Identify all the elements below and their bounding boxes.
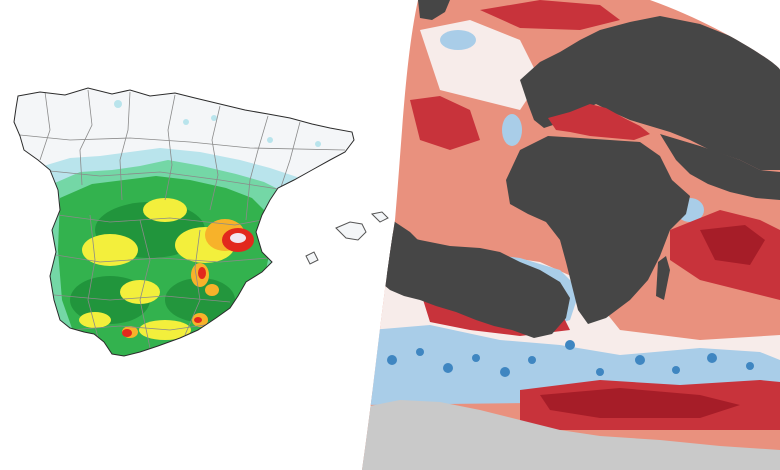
balearic-island (335, 221, 367, 241)
yellow-rain-patch (120, 280, 160, 304)
arabia-land (660, 134, 780, 200)
yellow-rain-patch (143, 198, 187, 222)
drizzle-dot (211, 115, 217, 121)
madagascar-land (656, 256, 670, 300)
ocean-cool (502, 114, 522, 146)
yellow-rain-patch (82, 234, 138, 266)
europe-land (520, 16, 780, 170)
iberia-precipitation-map (13, 87, 389, 357)
africa-land (506, 136, 690, 324)
balearic-island (305, 251, 319, 265)
north-land (418, 0, 450, 20)
red-rain-patch (198, 267, 206, 279)
antarctica-ice (362, 400, 780, 470)
mediterranean-sea (548, 104, 650, 140)
ocean-hot (480, 0, 620, 30)
extreme-rain-core (230, 233, 246, 243)
south-america-land (378, 230, 570, 338)
province-borders (19, 89, 346, 349)
ocean-very-hot (700, 225, 765, 265)
ocean-hot (410, 96, 480, 150)
ocean-cool (440, 30, 476, 50)
orange-rain-patch (205, 284, 219, 296)
drizzle-dot (315, 141, 321, 147)
red-rain-patch (122, 329, 132, 337)
yellow-rain-patch (79, 312, 111, 328)
red-rain-patch (194, 317, 202, 323)
balearic-island (370, 211, 389, 223)
drizzle-dot (267, 137, 273, 143)
ocean-very-hot (540, 388, 740, 418)
iberia-coastline (13, 87, 355, 357)
drizzle-dot (114, 100, 122, 108)
drizzle-dot (183, 119, 189, 125)
